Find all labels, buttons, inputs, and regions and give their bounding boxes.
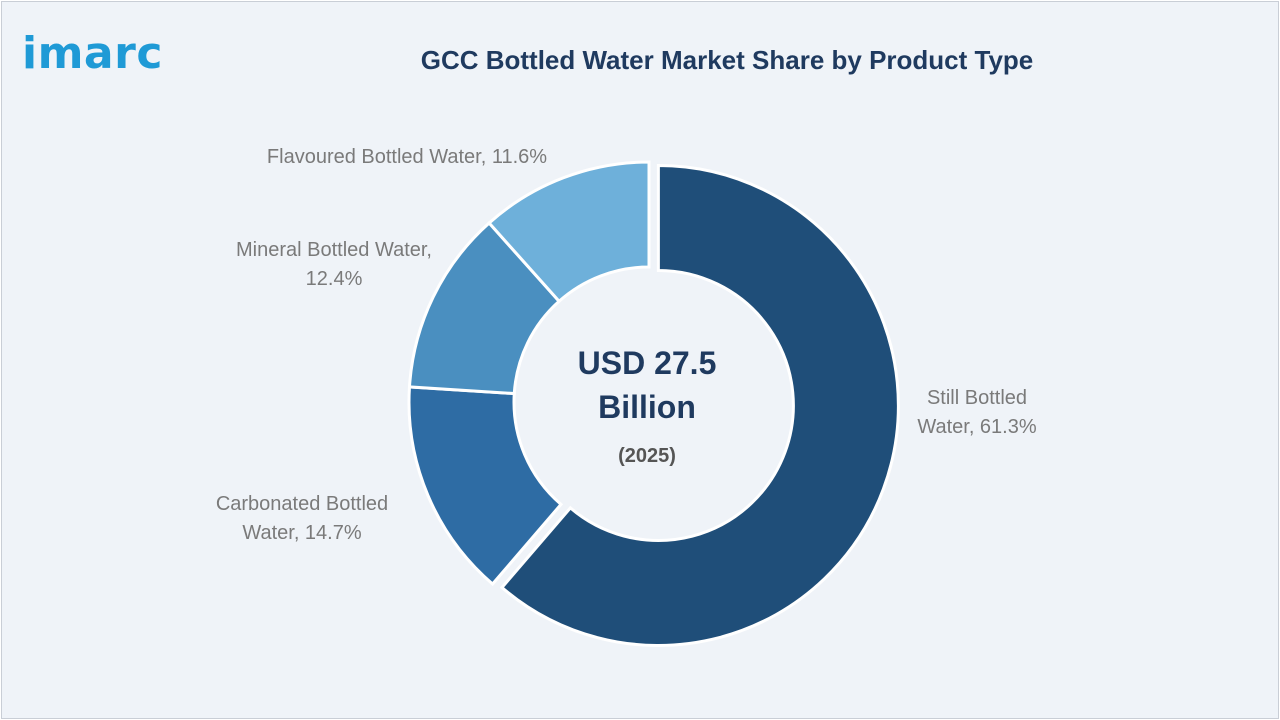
center-value-line-2: Billion (598, 389, 696, 425)
label-flavoured-bottled-water: Flavoured Bottled Water, 11.6% (267, 146, 547, 168)
label-mineral-bottled-water: Mineral Bottled Water, 12.4% (236, 239, 432, 290)
chart-title: GCC Bottled Water Market Share by Produc… (420, 45, 1034, 75)
slice-flavoured-bottled-water (487, 160, 651, 304)
label-carbonated-bottled-water: Carbonated Bottled Water, 14.7% (216, 493, 388, 544)
imarc-logo: imarc (22, 28, 163, 79)
slice-still-bottled-water (499, 163, 900, 647)
center-value-line-1: USD 27.5 (578, 345, 717, 381)
center-year: (2025) (618, 445, 676, 467)
donut-slices (407, 160, 900, 647)
slice-labels: Still Bottled Water, 61.3% Carbonated Bott… (216, 146, 1037, 544)
label-still-bottled-water: Still Bottled Water, 61.3% (917, 387, 1037, 438)
center-label: USD 27.5 Billion (2025) (578, 345, 717, 467)
slice-carbonated-bottled-water (407, 385, 564, 587)
